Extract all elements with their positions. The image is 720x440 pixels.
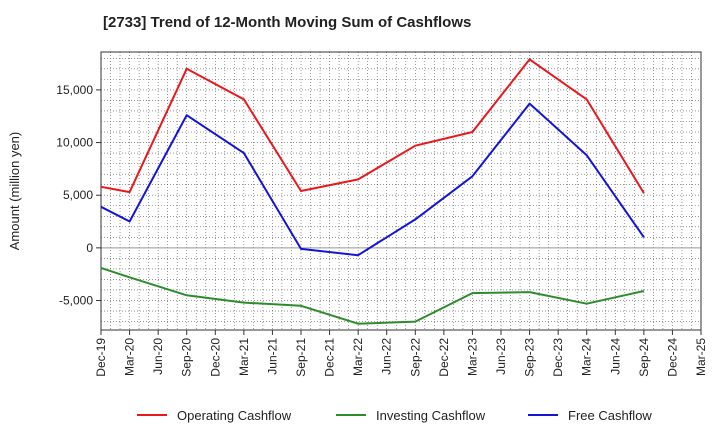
- x-tick-label: Jun-24: [608, 338, 622, 375]
- x-tick-label: Dec-20: [208, 338, 222, 377]
- chart-title: [2733] Trend of 12-Month Moving Sum of C…: [103, 14, 472, 31]
- y-tick-label: -5,000: [59, 294, 93, 308]
- x-tick-label: Mar-24: [580, 338, 594, 376]
- x-tick-label: Dec-24: [665, 338, 679, 377]
- series-layer: [100, 58, 645, 325]
- axes-layer: -5,000 0 5,000 10,000 15,000 Dec-19 Mar-20 Jun-…: [7, 51, 708, 377]
- legend-label-free-cashflow: Free Cashflow: [568, 408, 652, 423]
- series-line-investing-cashflow: [100, 266, 645, 325]
- x-tick-label: Sep-24: [637, 338, 651, 377]
- x-tick-label: Jun-20: [151, 338, 165, 375]
- y-tick-label: 15,000: [56, 83, 93, 97]
- x-tick-label: Jun-22: [380, 338, 394, 375]
- x-tick-label: Sep-22: [408, 338, 422, 377]
- x-tick-label: Mar-23: [465, 338, 479, 376]
- series-line-free-cashflow: [100, 102, 645, 257]
- x-tick-label: Dec-23: [551, 338, 565, 377]
- x-tick-label: Mar-21: [237, 338, 251, 376]
- x-tick-label: Dec-21: [323, 338, 337, 377]
- x-tick-label: Dec-19: [94, 338, 108, 377]
- legend-label-operating-cashflow: Operating Cashflow: [177, 408, 292, 423]
- x-tick-label: Jun-21: [265, 338, 279, 375]
- legend: Operating Cashflow Investing Cashflow Free…: [137, 408, 652, 423]
- x-tick-label: Jun-23: [494, 338, 508, 375]
- legend-label-investing-cashflow: Investing Cashflow: [376, 408, 486, 423]
- grid-layer: [101, 52, 701, 330]
- x-tick-label: Sep-20: [180, 338, 194, 377]
- x-tick-label: Dec-22: [437, 338, 451, 377]
- x-tick-label: Sep-21: [294, 338, 308, 377]
- series-line-operating-cashflow: [100, 58, 645, 194]
- x-tick-label: Mar-22: [351, 338, 365, 376]
- x-tick-label: Mar-25: [694, 338, 708, 376]
- y-tick-label: 10,000: [56, 136, 93, 150]
- plot-frame: [100, 51, 702, 331]
- y-tick-label: 5,000: [63, 188, 93, 202]
- y-axis-label: Amount (million yen): [7, 132, 22, 251]
- y-tick-label: 0: [86, 241, 93, 255]
- plot-area: [101, 52, 701, 330]
- x-tick-label: Mar-20: [123, 338, 137, 376]
- x-tick-label: Sep-23: [523, 338, 537, 377]
